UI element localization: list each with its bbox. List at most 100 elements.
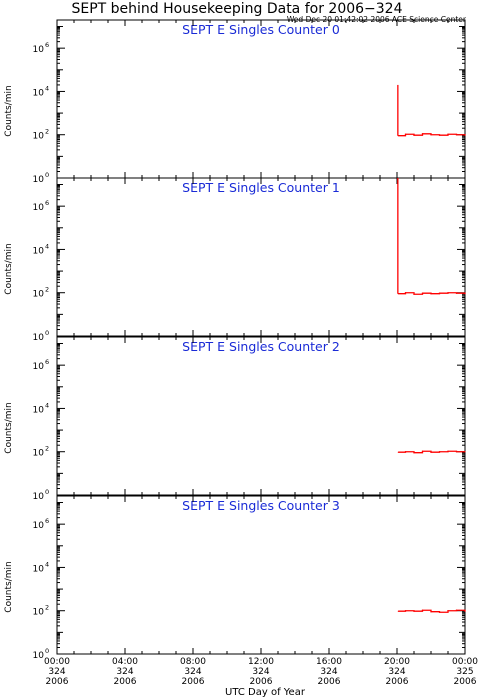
y-tick-exponent: 4 bbox=[45, 84, 49, 92]
y-tick-label: 10 bbox=[33, 333, 45, 343]
data-point bbox=[455, 134, 458, 136]
y-tick-label: 10 bbox=[33, 492, 45, 502]
data-point bbox=[397, 293, 399, 295]
y-tick-exponent: 0 bbox=[45, 488, 49, 496]
data-point bbox=[397, 451, 399, 453]
data-point bbox=[404, 610, 407, 612]
x-tick-label: 324 bbox=[48, 667, 65, 677]
data-point bbox=[430, 611, 432, 613]
y-tick-exponent: 2 bbox=[45, 286, 49, 294]
data-series-line bbox=[398, 292, 466, 295]
data-point bbox=[447, 292, 449, 294]
data-point bbox=[413, 134, 415, 136]
data-series-line bbox=[398, 133, 466, 137]
panel-title: SEPT E Singles Counter 2 bbox=[182, 339, 340, 354]
y-tick-exponent: 0 bbox=[45, 329, 49, 337]
y-tick-exponent: 2 bbox=[45, 445, 49, 453]
panel-frame bbox=[56, 19, 466, 179]
x-tick-label: 16:00 bbox=[316, 657, 342, 667]
y-tick-exponent: 4 bbox=[45, 560, 49, 568]
data-point bbox=[438, 134, 441, 136]
y-tick-exponent: 2 bbox=[45, 604, 49, 612]
panel-title: SEPT E Singles Counter 0 bbox=[182, 22, 340, 37]
data-point bbox=[397, 135, 399, 137]
y-tick-exponent: 6 bbox=[45, 41, 49, 49]
y-tick-label: 10 bbox=[33, 405, 45, 415]
x-tick-label: 324 bbox=[388, 667, 405, 677]
panel-frame bbox=[56, 336, 466, 496]
y-axis-label: Counts/min bbox=[4, 85, 14, 136]
data-point bbox=[464, 451, 466, 453]
y-tick-exponent: 4 bbox=[45, 242, 49, 250]
data-point bbox=[413, 293, 415, 295]
panel-frame bbox=[56, 495, 466, 655]
y-tick-label: 10 bbox=[33, 564, 45, 574]
x-tick-label: 324 bbox=[320, 667, 337, 677]
y-tick-exponent: 2 bbox=[45, 128, 49, 136]
data-point bbox=[413, 452, 415, 454]
y-tick-exponent: 6 bbox=[45, 199, 49, 207]
y-tick-label: 10 bbox=[33, 246, 45, 256]
data-point bbox=[421, 609, 424, 611]
data-point bbox=[464, 293, 466, 295]
y-tick-label: 10 bbox=[33, 132, 45, 142]
data-point bbox=[430, 293, 432, 295]
data-point bbox=[421, 292, 424, 294]
data-point bbox=[421, 450, 424, 452]
x-tick-label: 2006 bbox=[46, 677, 69, 687]
x-tick-label: 12:00 bbox=[248, 657, 274, 667]
x-tick-label: 325 bbox=[456, 667, 473, 677]
x-tick-label: 20:00 bbox=[384, 657, 410, 667]
y-tick-label: 10 bbox=[33, 651, 45, 661]
data-point bbox=[430, 134, 432, 136]
data-point bbox=[455, 292, 458, 294]
x-tick-label: 2006 bbox=[454, 677, 477, 687]
y-axis-label: Counts/min bbox=[4, 243, 14, 294]
y-tick-exponent: 0 bbox=[45, 647, 49, 655]
y-tick-label: 10 bbox=[33, 449, 45, 459]
x-tick-label: 04:00 bbox=[112, 657, 138, 667]
data-series-line bbox=[398, 450, 465, 454]
data-point bbox=[455, 609, 458, 611]
y-tick-exponent: 4 bbox=[45, 401, 49, 409]
x-tick-label: 00:00 bbox=[44, 657, 70, 667]
data-point bbox=[404, 292, 407, 294]
y-tick-exponent: 6 bbox=[45, 358, 49, 366]
x-tick-label: 324 bbox=[184, 667, 201, 677]
data-point bbox=[438, 451, 441, 453]
data-point bbox=[404, 133, 407, 135]
panel-title: SEPT E Singles Counter 3 bbox=[182, 498, 340, 513]
panel-title: SEPT E Singles Counter 1 bbox=[182, 180, 340, 195]
data-point bbox=[413, 610, 415, 612]
y-axis-label: Counts/min bbox=[4, 561, 14, 612]
data-point bbox=[455, 451, 458, 453]
x-tick-label: 2006 bbox=[182, 677, 205, 687]
x-tick-label: 2006 bbox=[250, 677, 273, 687]
x-axis-title: UTC Day of Year bbox=[225, 687, 306, 698]
y-tick-exponent: 6 bbox=[45, 517, 49, 525]
data-point bbox=[438, 292, 441, 294]
x-tick-label: 324 bbox=[116, 667, 133, 677]
x-tick-label: 08:00 bbox=[180, 657, 206, 667]
data-series-line bbox=[398, 609, 466, 613]
data-point bbox=[421, 133, 424, 135]
y-tick-exponent: 0 bbox=[45, 171, 49, 179]
y-tick-label: 10 bbox=[33, 290, 45, 300]
y-tick-label: 10 bbox=[33, 175, 45, 185]
x-tick-label: 2006 bbox=[318, 677, 341, 687]
data-point bbox=[397, 610, 399, 612]
data-point bbox=[404, 451, 407, 453]
chart-title: SEPT behind Housekeeping Data for 2006−3… bbox=[71, 1, 402, 17]
data-point bbox=[447, 610, 449, 612]
y-tick-label: 10 bbox=[33, 362, 45, 372]
y-tick-label: 10 bbox=[33, 203, 45, 213]
y-tick-label: 10 bbox=[33, 608, 45, 618]
data-point bbox=[464, 610, 466, 612]
x-tick-label: 2006 bbox=[114, 677, 137, 687]
data-point bbox=[430, 451, 432, 453]
